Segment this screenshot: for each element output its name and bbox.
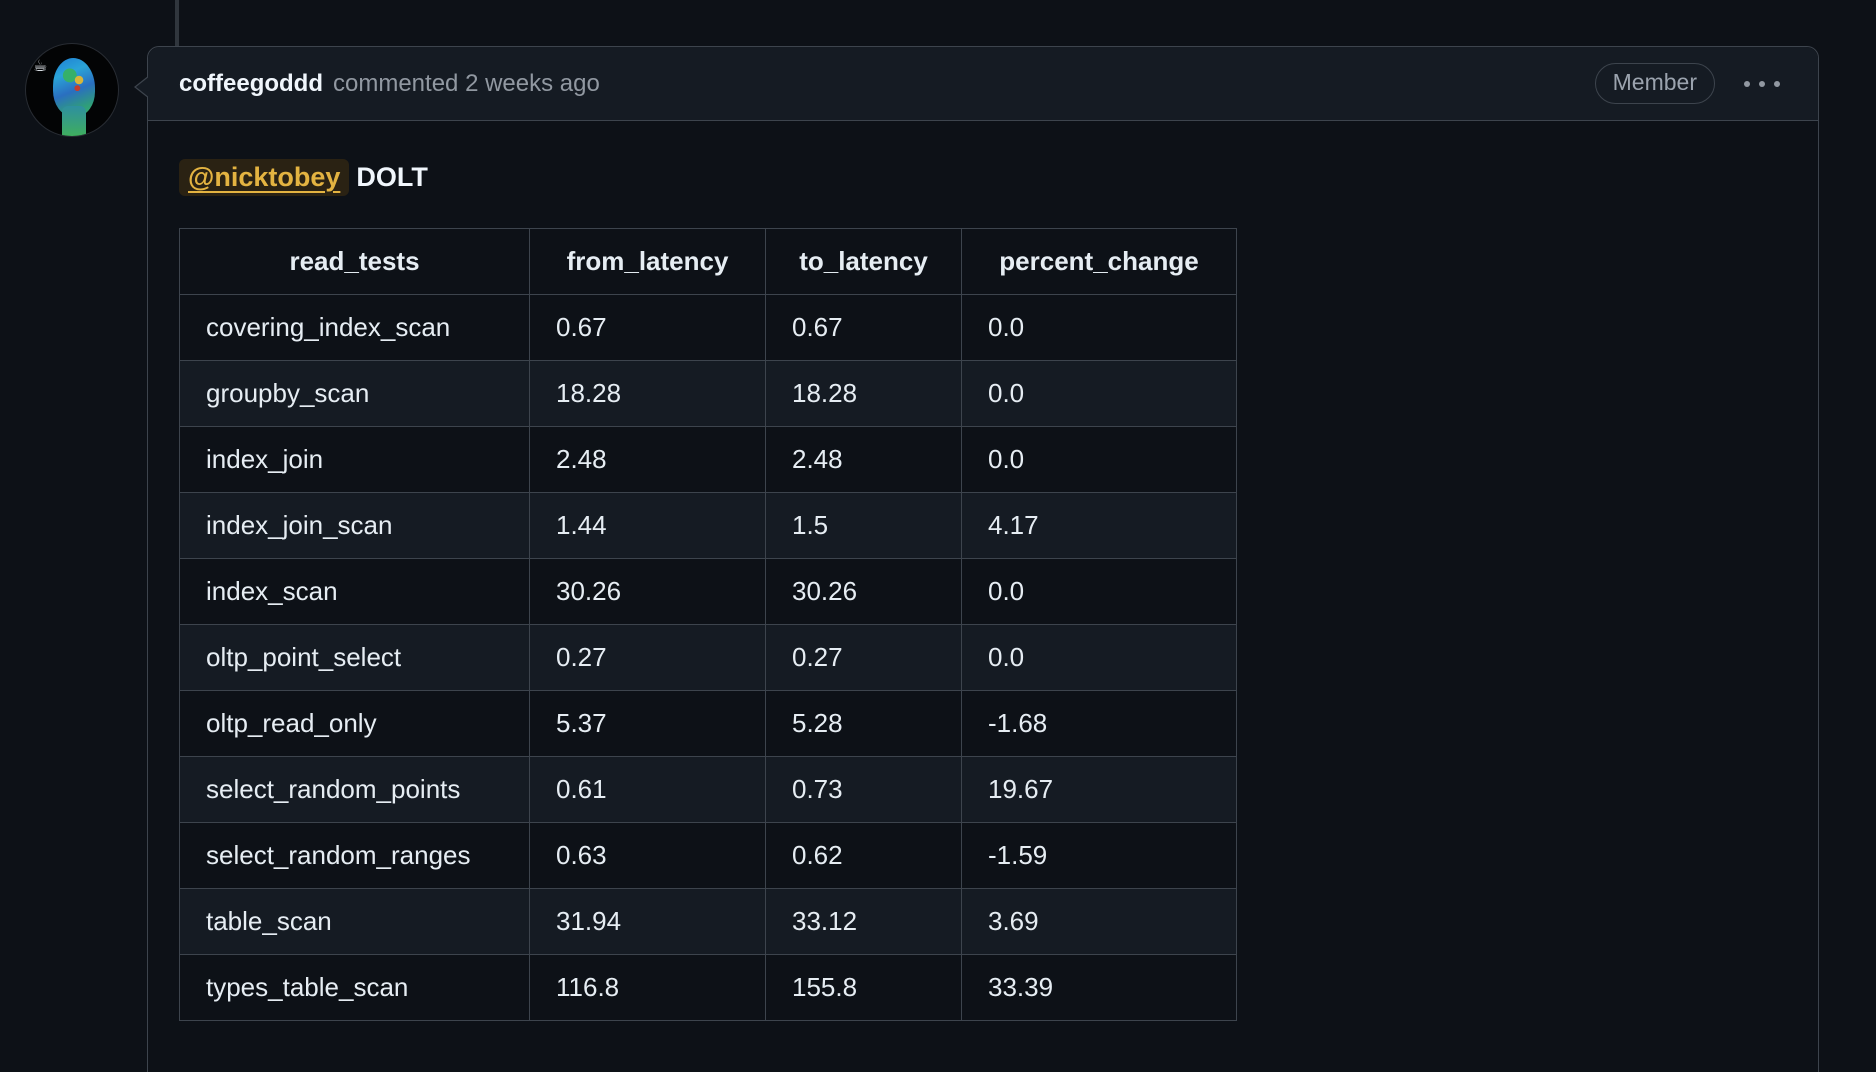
comment-action: commented — [333, 69, 459, 97]
table-cell: 30.26 — [765, 558, 962, 625]
table-cell: 0.61 — [529, 756, 766, 823]
kebab-dot — [1759, 80, 1765, 87]
table-header-row: read_tests from_latency to_latency percent_… — [179, 228, 1237, 295]
table-cell: 0.67 — [529, 294, 766, 361]
table-cell: 33.39 — [961, 954, 1237, 1021]
comment-timestamp-link[interactable]: commented 2 weeks ago — [333, 70, 600, 98]
avatar[interactable]: ☕ — [26, 44, 118, 136]
comment-text-line: @nicktobey DOLT — [179, 157, 1787, 197]
kebab-menu-button[interactable] — [1742, 73, 1782, 95]
table-cell: covering_index_scan — [179, 294, 530, 361]
table-cell: 1.5 — [765, 492, 962, 559]
latency-table-body: covering_index_scan 0.67 0.67 0.0 groupby_sc… — [179, 294, 1237, 1021]
table-cell: 1.44 — [529, 492, 766, 559]
table-cell: select_random_ranges — [179, 822, 530, 889]
table-cell: groupby_scan — [179, 360, 530, 427]
table-cell: -1.68 — [961, 690, 1237, 757]
table-cell: oltp_point_select — [179, 624, 530, 691]
avatar-neck-art — [62, 106, 86, 136]
table-row: select_random_points 0.61 0.73 19.67 — [179, 756, 1237, 823]
table-cell: 0.73 — [765, 756, 962, 823]
table-cell: 19.67 — [961, 756, 1237, 823]
comment-header: coffeegoddd commented 2 weeks ago Member — [134, 47, 1818, 121]
table-cell: select_random_points — [179, 756, 530, 823]
table-row: index_join_scan 1.44 1.5 4.17 — [179, 492, 1237, 559]
table-cell: 0.27 — [529, 624, 766, 691]
table-row: index_scan 30.26 30.26 0.0 — [179, 558, 1237, 625]
table-row: oltp_point_select 0.27 0.27 0.0 — [179, 624, 1237, 691]
table-cell: index_scan — [179, 558, 530, 625]
table-cell: 0.0 — [961, 558, 1237, 625]
coffee-cup-icon: ☕ — [33, 58, 48, 75]
table-cell: 2.48 — [765, 426, 962, 493]
table-row: table_scan 31.94 33.12 3.69 — [179, 888, 1237, 955]
member-badge: Member — [1594, 63, 1715, 104]
comment-timestamp: 2 weeks ago — [465, 69, 600, 97]
table-cell: -1.59 — [961, 822, 1237, 889]
timeline-line — [175, 0, 179, 47]
table-cell: 0.63 — [529, 822, 766, 889]
table-row: covering_index_scan 0.67 0.67 0.0 — [179, 294, 1237, 361]
table-row: types_table_scan 116.8 155.8 33.39 — [179, 954, 1237, 1021]
comment-card: coffeegoddd commented 2 weeks ago Member… — [134, 46, 1819, 1072]
kebab-dot — [1774, 80, 1780, 87]
table-cell: 0.27 — [765, 624, 962, 691]
comment-caret-icon-inner — [136, 76, 150, 98]
table-cell: 0.0 — [961, 360, 1237, 427]
table-cell: 5.28 — [765, 690, 962, 757]
latency-table-head: read_tests from_latency to_latency percent_… — [179, 228, 1237, 295]
table-cell: 0.67 — [765, 294, 962, 361]
table-cell: 4.17 — [961, 492, 1237, 559]
table-cell: 18.28 — [529, 360, 766, 427]
table-cell: 30.26 — [529, 558, 766, 625]
table-cell: 5.37 — [529, 690, 766, 757]
table-header-cell: read_tests — [179, 228, 530, 295]
table-cell: index_join_scan — [179, 492, 530, 559]
mention-link[interactable]: @nicktobey — [179, 159, 350, 196]
comment-header-actions: Member — [1594, 63, 1782, 104]
table-cell: 0.0 — [961, 426, 1237, 493]
table-header-cell: to_latency — [765, 228, 962, 295]
table-cell: 0.62 — [765, 822, 962, 889]
table-cell: 155.8 — [765, 954, 962, 1021]
table-cell: 0.0 — [961, 294, 1237, 361]
table-cell: 31.94 — [529, 888, 766, 955]
table-cell: 116.8 — [529, 954, 766, 1021]
table-cell: 3.69 — [961, 888, 1237, 955]
table-cell: types_table_scan — [179, 954, 530, 1021]
table-cell: 18.28 — [765, 360, 962, 427]
table-cell: 2.48 — [529, 426, 766, 493]
table-header-cell: percent_change — [961, 228, 1237, 295]
table-cell: 0.0 — [961, 624, 1237, 691]
table-row: select_random_ranges 0.63 0.62 -1.59 — [179, 822, 1237, 889]
table-cell: oltp_read_only — [179, 690, 530, 757]
comment-body-text: DOLT — [356, 162, 428, 192]
comment-author-link[interactable]: coffeegoddd — [179, 69, 323, 97]
table-row: groupby_scan 18.28 18.28 0.0 — [179, 360, 1237, 427]
table-cell: 33.12 — [765, 888, 962, 955]
latency-table: read_tests from_latency to_latency percent_… — [179, 228, 1237, 1021]
table-header-cell: from_latency — [529, 228, 766, 295]
table-row: oltp_read_only 5.37 5.28 -1.68 — [179, 690, 1237, 757]
kebab-dot — [1744, 80, 1750, 87]
table-cell: table_scan — [179, 888, 530, 955]
comment-body: @nicktobey DOLT read_tests from_latency to_… — [148, 121, 1818, 1057]
table-row: index_join 2.48 2.48 0.0 — [179, 426, 1237, 493]
table-cell: index_join — [179, 426, 530, 493]
